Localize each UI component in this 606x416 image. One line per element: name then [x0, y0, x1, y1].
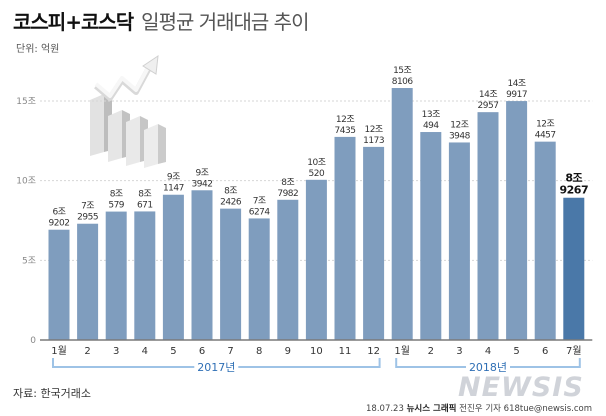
- credit-line: 18.07.23 뉴시스 그래픽 전진우 기자 618tue@newsis.co…: [366, 402, 592, 414]
- x-tick-label: 3: [113, 346, 119, 357]
- x-tick-label: 11: [339, 346, 352, 357]
- group-label: 2017년: [197, 361, 235, 374]
- x-tick-label: 4: [142, 346, 148, 357]
- chart-title-sub: 일평균 거래대금 추이: [141, 10, 309, 34]
- bar-label-hundred-million: 2957: [478, 101, 499, 111]
- x-tick-label: 6: [199, 346, 205, 357]
- bar: [105, 211, 127, 340]
- bar: [477, 112, 499, 340]
- x-tick-label: 9: [285, 346, 291, 357]
- unit-label: 단위: 억원: [16, 44, 60, 55]
- bar-label-hundred-million: 1173: [363, 136, 384, 146]
- bar: [448, 142, 470, 340]
- x-tick-label: 2: [428, 346, 434, 357]
- bar-label-hundred-million: 9267: [559, 184, 588, 197]
- x-tick-label: 12: [367, 346, 380, 357]
- x-tick-label: 1월: [394, 345, 410, 357]
- bar: [48, 229, 70, 340]
- group-label-bg: [466, 359, 510, 375]
- y-tick-label: 15조: [16, 97, 36, 107]
- bar-label-hundred-million: 7982: [277, 189, 298, 199]
- bar: [391, 88, 413, 341]
- x-tick-label: 7: [227, 346, 233, 357]
- bar-label-trillion: 12조: [336, 115, 354, 125]
- bar-label-trillion: 15조: [393, 66, 411, 76]
- group-label-bg: [194, 359, 239, 375]
- bar: [191, 190, 213, 340]
- bar: [420, 132, 442, 340]
- bar: [134, 211, 156, 340]
- bar: [77, 223, 99, 340]
- credit-agency: 뉴시스 그래픽: [406, 404, 457, 414]
- x-tick-label: 7월: [566, 345, 582, 357]
- bar-label-trillion: 14조: [479, 90, 497, 100]
- bar-label-trillion: 8조: [565, 172, 582, 185]
- x-tick-label: 6: [542, 346, 548, 357]
- bar-label-hundred-million: 9202: [49, 219, 70, 229]
- bar: [506, 101, 528, 340]
- bar-label-hundred-million: 2426: [220, 198, 242, 208]
- bar-label-trillion: 8조: [281, 178, 294, 188]
- bar-label-trillion: 14조: [507, 79, 525, 89]
- y-tick-label: 5조: [22, 256, 36, 266]
- bar-label-trillion: 8조: [224, 187, 237, 197]
- bar: [534, 141, 556, 340]
- bar-label-trillion: 9조: [195, 168, 208, 178]
- y-tick-label: 0: [30, 336, 36, 346]
- bar-label-hundred-million: 3942: [192, 179, 213, 189]
- bar-label-hundred-million: 4457: [535, 131, 556, 141]
- group-label: 2018년: [469, 361, 507, 374]
- bar-label-trillion: 12조: [536, 120, 554, 130]
- bar: [277, 199, 299, 340]
- x-tick-label: 1월: [51, 345, 67, 357]
- y-tick-label: 10조: [16, 177, 36, 187]
- bar-label-trillion: 12조: [450, 120, 468, 130]
- bar-label-hundred-million: 579: [108, 201, 124, 211]
- bar-label-trillion: 9조: [167, 173, 180, 183]
- bar: [220, 208, 242, 340]
- bar-label-trillion: 12조: [364, 125, 382, 135]
- bar-label-hundred-million: 1147: [163, 184, 184, 194]
- bar: [363, 146, 385, 340]
- credit-author: 전진우 기자 618tue@newsis.com: [459, 404, 592, 414]
- x-tick-label: 4: [485, 346, 491, 357]
- bar-label-hundred-million: 6274: [249, 207, 271, 217]
- bar-label-trillion: 8조: [110, 190, 123, 200]
- bar-label-trillion: 8조: [138, 189, 151, 199]
- credit-date: 18.07.23: [366, 404, 404, 414]
- bar-label-trillion: 7조: [81, 202, 94, 212]
- x-tick-label: 5: [513, 346, 519, 357]
- bar-label-hundred-million: 8106: [392, 77, 414, 87]
- source-note: 자료: 한국거래소: [13, 387, 92, 400]
- bar-label-hundred-million: 520: [309, 169, 325, 179]
- bar-label-hundred-million: 3948: [449, 131, 471, 141]
- x-tick-label: 2: [84, 346, 90, 357]
- bar-label-hundred-million: 9917: [506, 90, 527, 100]
- bar-label-hundred-million: 494: [423, 121, 439, 131]
- newsis-watermark: NEWSIS: [458, 372, 584, 403]
- bar: [563, 197, 585, 340]
- chart-title: 코스피+코스닥 일평균 거래대금 추이: [13, 6, 310, 35]
- bar: [248, 218, 270, 340]
- bar-label-trillion: 6조: [52, 208, 65, 218]
- bar-label-trillion: 10조: [307, 158, 325, 168]
- x-tick-label: 5: [170, 346, 176, 357]
- x-tick-label: 3: [456, 346, 462, 357]
- bar-label-hundred-million: 2955: [77, 213, 98, 223]
- chart-title-main: 코스피+코스닥: [13, 10, 134, 34]
- bar-label-trillion: 7조: [253, 196, 266, 206]
- bar: [162, 194, 184, 340]
- x-tick-label: 10: [310, 346, 323, 357]
- bar-label-hundred-million: 7435: [335, 126, 356, 136]
- bar-label-hundred-million: 671: [137, 200, 153, 210]
- bar-label-trillion: 13조: [422, 110, 440, 120]
- bar: [334, 136, 356, 340]
- bar: [305, 179, 327, 340]
- x-tick-label: 8: [256, 346, 262, 357]
- rising-chart-icon: [90, 54, 166, 168]
